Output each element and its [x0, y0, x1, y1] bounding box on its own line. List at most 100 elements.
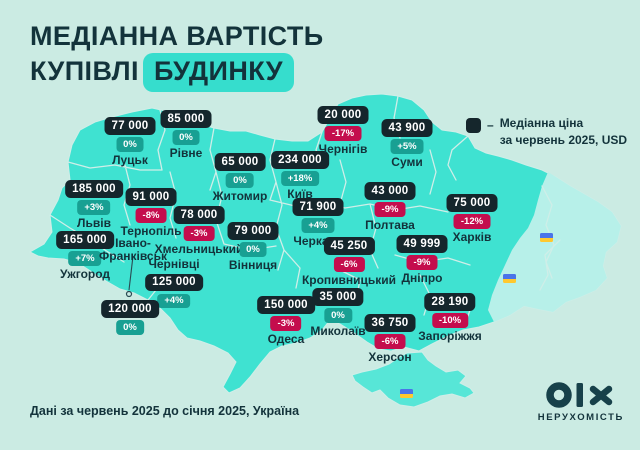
- change-badge: -12%: [453, 214, 491, 229]
- change-badge: +5%: [390, 139, 424, 154]
- legend-dash: –: [487, 118, 494, 132]
- region-label-khmelnytskyi: 78 000 -3% Хмельницький: [155, 206, 243, 256]
- change-badge: +4%: [157, 293, 191, 309]
- region-label-chernivtsi: 125 000 +4% Чернівці: [145, 257, 203, 309]
- change-badge: +3%: [77, 200, 111, 215]
- change-badge: 0%: [172, 130, 200, 145]
- price-chip: 43 900: [381, 119, 433, 137]
- region-label-ivano-frankivsk-city: Івано-Франківськ: [93, 234, 173, 263]
- city-label: Тернопіль: [120, 224, 182, 238]
- price-chip: 120 000: [101, 300, 159, 318]
- region-label-uzhhorod: 165 000 +7% Ужгород: [56, 231, 114, 281]
- city-label: Київ: [287, 187, 313, 201]
- price-chip: 79 000: [227, 222, 279, 240]
- ukraine-flag-icon: [400, 389, 413, 398]
- change-badge: -8%: [135, 208, 167, 223]
- price-chip: 71 900: [292, 198, 344, 216]
- change-badge: -9%: [406, 255, 438, 270]
- change-badge: 0%: [226, 173, 254, 188]
- page-title: МЕДІАННА ВАРТІСТЬ КУПІВЛІ БУДИНКУ: [30, 20, 324, 92]
- brand-sub-label: НЕРУХОМІСТЬ: [537, 412, 624, 423]
- city-label: Полтава: [365, 218, 415, 232]
- city-label: Житомир: [212, 189, 268, 203]
- change-badge: -10%: [431, 313, 469, 328]
- title-line2: КУПІВЛІ БУДИНКУ: [30, 52, 324, 92]
- price-chip: 75 000: [446, 194, 498, 212]
- legend: – Медіанна ціна за червень 2025, USD: [466, 115, 627, 149]
- region-label-zaporizhzhia: 28 190 -10% Запоріжжя: [418, 293, 482, 343]
- region-label-poltava: 43 000 -9% Полтава: [364, 182, 416, 232]
- region-label-ivano-frankivsk-price: 120 000 0%: [101, 300, 159, 335]
- region-label-dnipro: 49 999 -9% Дніпро: [396, 235, 448, 285]
- price-chip: 43 000: [364, 182, 416, 200]
- change-badge: 0%: [239, 242, 267, 257]
- price-chip: 28 190: [424, 293, 476, 311]
- price-chip: 85 000: [160, 110, 212, 128]
- legend-text: Медіанна ціна за червень 2025, USD: [500, 115, 627, 149]
- region-label-rivne: 85 000 0% Рівне: [160, 110, 212, 160]
- region-label-odesa: 150 000 -3% Одеса: [257, 296, 315, 346]
- region-label-vinnytsia: 79 000 0% Вінниця: [227, 222, 279, 272]
- region-label-kherson: 36 750 -6% Херсон: [364, 314, 416, 364]
- price-chip: 165 000: [56, 231, 114, 249]
- region-label-chernihiv: 20 000 -17% Чернігів: [317, 106, 369, 156]
- city-label: Ужгород: [59, 267, 111, 281]
- legend-line2: за червень 2025, USD: [499, 132, 628, 147]
- region-label-mykolaiv: 35 000 0% Миколаїв: [310, 288, 366, 338]
- price-chip: 35 000: [312, 288, 364, 306]
- price-chip: 65 000: [214, 153, 266, 171]
- city-label: Миколаїв: [310, 324, 366, 338]
- ukraine-flag-icon: [503, 274, 516, 283]
- price-chip: 125 000: [145, 273, 203, 292]
- legend-line1: Медіанна ціна: [499, 116, 584, 130]
- price-chip: 36 750: [364, 314, 416, 332]
- price-chip: 185 000: [65, 180, 123, 198]
- price-chip-icon: [466, 118, 481, 133]
- city-label: Херсон: [368, 350, 412, 364]
- callout-line: [128, 255, 134, 291]
- region-label-kyiv: 234 000 +18% Київ: [271, 151, 329, 201]
- price-chip: 150 000: [257, 296, 315, 314]
- change-badge: -3%: [270, 316, 302, 331]
- city-label: Кропивницький: [301, 273, 397, 287]
- region-label-lutsk: 77 000 0% Луцьк: [104, 117, 156, 167]
- change-badge: 0%: [116, 137, 144, 152]
- price-chip: 49 999: [396, 235, 448, 253]
- city-label: Запоріжжя: [418, 329, 482, 343]
- change-badge: +18%: [280, 171, 320, 186]
- city-label: Рівне: [169, 146, 203, 160]
- change-badge: -6%: [333, 257, 365, 272]
- city-label: Львів: [77, 216, 111, 230]
- city-label: Дніпро: [401, 271, 443, 285]
- city-label: Суми: [391, 155, 423, 169]
- change-badge: -6%: [374, 334, 406, 349]
- change-badge: 0%: [324, 308, 352, 323]
- region-label-kharkiv: 75 000 -12% Харків: [446, 194, 498, 244]
- price-chip: 77 000: [104, 117, 156, 135]
- crimea-shape: [351, 351, 475, 408]
- price-chip: 45 250: [323, 237, 375, 255]
- title-highlight: БУДИНКУ: [142, 52, 294, 92]
- city-label: Одеса: [267, 332, 305, 346]
- callout-dot: [125, 290, 133, 298]
- ukraine-flag-icon: [540, 233, 553, 242]
- brand-logo: НЕРУХОМІСТЬ: [538, 381, 624, 423]
- city-label: Чернівці: [148, 257, 200, 271]
- price-chip: 91 000: [125, 188, 177, 206]
- region-label-kropyvnytskyi: 45 250 -6% Кропивницький: [302, 237, 396, 287]
- data-period-note: Дані за червень 2025 до січня 2025, Укра…: [30, 404, 300, 418]
- change-badge: -17%: [324, 126, 362, 141]
- region-label-ternopil: 91 000 -8% Тернопіль: [120, 188, 182, 238]
- city-label: Чернігів: [318, 142, 368, 156]
- price-chip: 234 000: [271, 151, 329, 169]
- price-chip: 78 000: [173, 206, 225, 224]
- region-label-lviv: 185 000 +3% Львів: [65, 180, 123, 230]
- region-label-zhytomyr: 65 000 0% Житомир: [212, 153, 268, 203]
- title-line1: МЕДІАННА ВАРТІСТЬ: [30, 21, 324, 51]
- occupied-east-shape: [488, 172, 621, 322]
- change-badge: 0%: [116, 320, 144, 335]
- change-badge: +4%: [301, 218, 335, 233]
- change-badge: -9%: [374, 202, 406, 217]
- change-badge: -3%: [183, 226, 215, 241]
